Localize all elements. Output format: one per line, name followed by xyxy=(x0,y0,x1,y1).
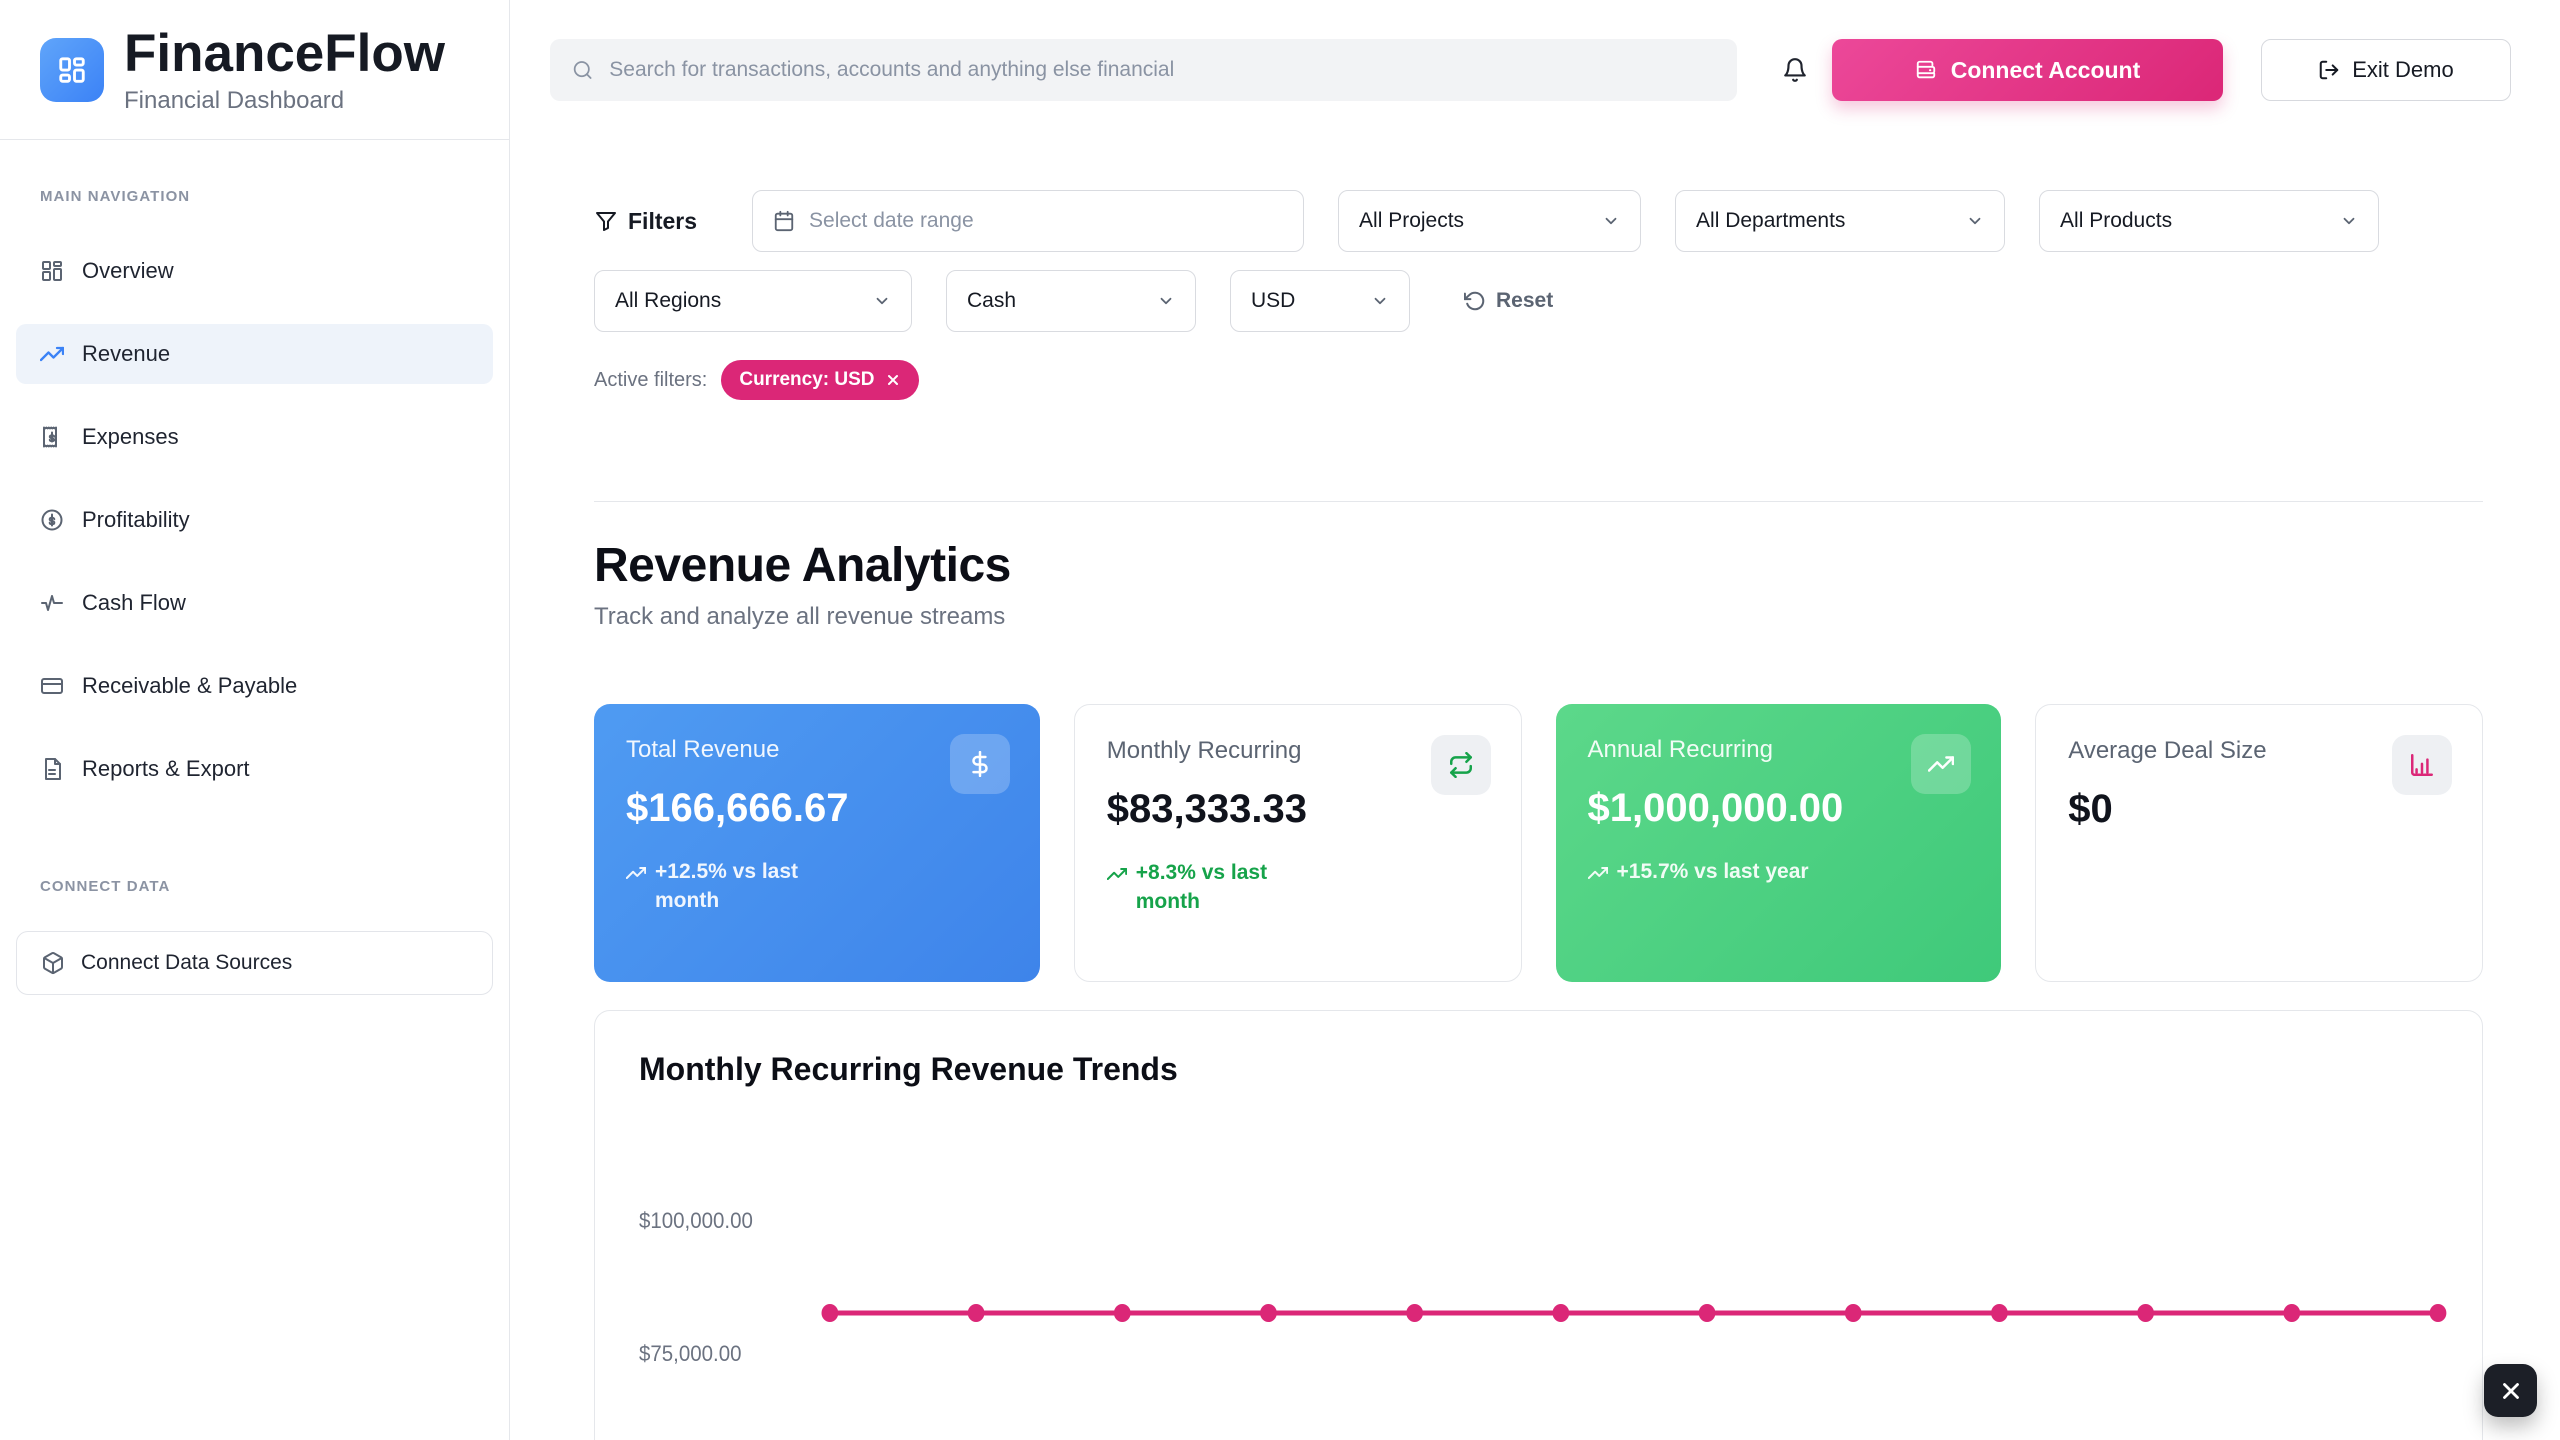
svg-text:$100,000.00: $100,000.00 xyxy=(639,1208,753,1233)
svg-text:$75,000.00: $75,000.00 xyxy=(639,1341,742,1366)
